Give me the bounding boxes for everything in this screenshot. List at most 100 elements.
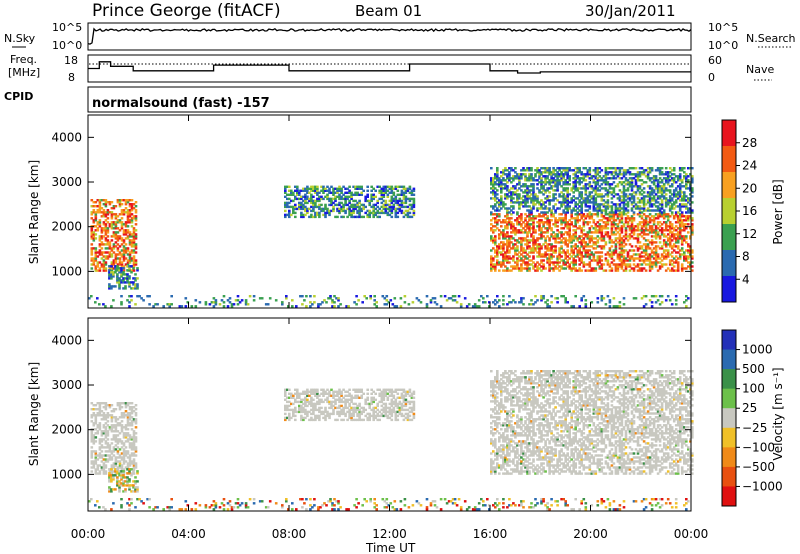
power-echo-cell bbox=[500, 195, 503, 198]
power-echo-cell bbox=[118, 285, 121, 288]
power-echo-cell bbox=[612, 191, 616, 194]
power-echo-cell bbox=[626, 259, 630, 262]
power-echo-cell bbox=[572, 209, 575, 212]
power-echo-cell bbox=[502, 255, 505, 258]
power-echo-cell bbox=[592, 189, 596, 192]
power-echo-cell bbox=[582, 197, 586, 200]
power-echo-cell bbox=[660, 255, 664, 258]
power-echo-cell bbox=[361, 301, 364, 304]
power-echo-cell bbox=[662, 177, 666, 180]
power-echo-cell bbox=[90, 243, 94, 246]
power-echo-cell bbox=[90, 253, 94, 256]
power-echo-cell bbox=[516, 177, 519, 180]
power-echo-cell bbox=[586, 213, 590, 216]
power-echo-cell bbox=[128, 199, 132, 202]
power-echo-cell bbox=[110, 235, 114, 238]
power-echo-cell bbox=[310, 209, 313, 213]
power-echo-cell bbox=[518, 215, 521, 218]
power-echo-cell bbox=[668, 179, 672, 182]
power-echo-cell bbox=[560, 221, 563, 224]
power-echo-cell bbox=[532, 243, 535, 246]
power-echo-cell bbox=[564, 213, 567, 216]
power-echo-cell bbox=[596, 209, 600, 212]
power-echo-cell bbox=[550, 249, 553, 252]
power-echo-cell bbox=[664, 203, 668, 206]
power-echo-cell bbox=[576, 269, 579, 272]
power-echo-cell bbox=[382, 193, 386, 196]
velocity-echo-cell bbox=[130, 424, 134, 427]
power-echo-cell bbox=[566, 167, 569, 170]
power-echo-cell bbox=[516, 241, 519, 244]
power-echo-cell bbox=[636, 235, 640, 238]
power-echo-cell bbox=[534, 265, 537, 268]
power-echo-cell bbox=[92, 261, 96, 264]
power-echo-cell bbox=[526, 261, 529, 264]
power-echo-cell bbox=[518, 269, 521, 272]
power-echo-cell bbox=[624, 229, 628, 232]
power-echo-cell bbox=[322, 191, 325, 194]
velocity-echo-cell bbox=[134, 488, 137, 491]
power-echo-cell bbox=[664, 225, 668, 228]
power-echo-cell bbox=[384, 209, 388, 213]
power-echo-cell bbox=[520, 249, 523, 252]
power-echo-cell bbox=[110, 277, 113, 280]
power-echo-cell bbox=[691, 227, 694, 230]
power-echo-cell bbox=[326, 193, 329, 196]
velocity-echo-cell bbox=[128, 434, 132, 437]
power-echo-cell bbox=[490, 261, 493, 264]
power-echo-cell bbox=[548, 187, 551, 190]
power-echo-cell bbox=[356, 203, 359, 207]
power-echo-cell bbox=[590, 215, 594, 218]
power-echo-cell bbox=[654, 259, 658, 262]
power-echo-cell bbox=[100, 241, 104, 244]
power-echo-cell bbox=[550, 171, 553, 174]
power-echo-cell bbox=[596, 263, 600, 266]
power-echo-cell bbox=[274, 299, 278, 302]
velocity-echo-cell bbox=[134, 440, 138, 443]
power-echo-cell bbox=[130, 265, 133, 268]
power-echo-cell bbox=[670, 203, 674, 206]
velocity-echo-cell bbox=[108, 450, 112, 453]
power-echo-cell bbox=[566, 223, 569, 226]
power-echo-cell bbox=[689, 197, 692, 200]
power-echo-cell bbox=[582, 261, 586, 264]
power-echo-cell bbox=[540, 181, 543, 184]
power-echo-cell bbox=[554, 173, 557, 176]
power-echo-cell bbox=[356, 215, 359, 219]
power-echo-cell bbox=[570, 247, 573, 250]
power-echo-cell bbox=[660, 207, 664, 210]
power-echo-cell bbox=[370, 199, 373, 203]
velocity-echo-cell bbox=[120, 458, 124, 461]
velocity-echo-cell bbox=[110, 478, 113, 481]
power-echo-cell bbox=[554, 221, 557, 224]
power-echo-cell bbox=[618, 227, 622, 230]
power-echo-cell bbox=[552, 255, 555, 258]
power-echo-cell bbox=[490, 229, 493, 232]
power-echo-cell bbox=[504, 253, 507, 256]
power-echo-cell bbox=[668, 227, 672, 230]
power-echo-cell bbox=[336, 203, 339, 207]
velocity-echo-cell bbox=[104, 426, 108, 429]
power-echo-cell bbox=[368, 211, 371, 215]
power-echo-cell bbox=[526, 199, 529, 202]
power-echo-cell bbox=[624, 227, 628, 230]
velocity-echo-cell bbox=[110, 458, 114, 461]
power-echo-cell bbox=[391, 303, 395, 306]
power-echo-cell bbox=[92, 219, 96, 222]
power-echo-cell bbox=[116, 239, 120, 242]
power-echo-cell bbox=[596, 229, 600, 232]
power-echo-cell bbox=[668, 263, 672, 266]
power-echo-cell bbox=[602, 237, 606, 240]
power-echo-cell bbox=[668, 231, 672, 234]
power-echo-cell bbox=[394, 199, 398, 203]
velocity-echo-cell bbox=[126, 412, 130, 415]
power-echo-cell bbox=[586, 235, 590, 238]
power-echo-cell bbox=[550, 213, 553, 216]
power-echo-cell bbox=[582, 215, 586, 218]
power-echo-cell bbox=[520, 245, 523, 248]
power-echo-cell bbox=[582, 167, 586, 170]
velocity-echo-cell bbox=[118, 488, 121, 491]
power-echo-cell bbox=[134, 283, 137, 286]
velocity-echo-cell bbox=[128, 464, 132, 467]
velocity-echo-cell bbox=[122, 476, 125, 479]
